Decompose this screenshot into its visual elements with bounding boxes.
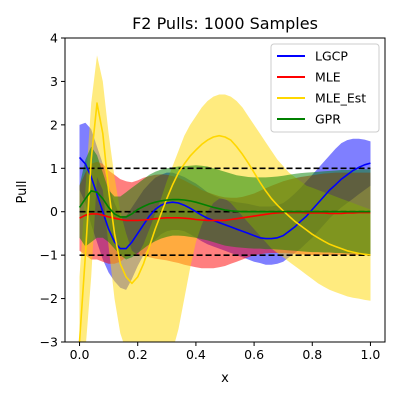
x-tick-label: 0.8 xyxy=(302,347,322,362)
legend-label-gpr: GPR xyxy=(315,112,341,127)
line-mle xyxy=(79,211,371,222)
y-axis: −3 −2 −1 0 1 2 3 4 xyxy=(40,31,65,350)
x-tick-label: 0.4 xyxy=(186,347,206,362)
plot-frame xyxy=(64,37,386,343)
x-tick-label: 0.2 xyxy=(128,347,148,362)
series-lines xyxy=(78,102,371,342)
legend: LGCP MLE MLE_Est GPR xyxy=(270,43,380,133)
legend-label-mle: MLE xyxy=(315,70,341,85)
y-tick-label: 4 xyxy=(50,31,58,46)
chart-title: F2 Pulls: 1000 Samples xyxy=(132,14,318,33)
x-axis-label: x xyxy=(221,371,229,386)
band-gpr xyxy=(79,146,371,260)
y-tick-label: 2 xyxy=(50,117,58,132)
y-tick-label: −3 xyxy=(40,335,58,350)
y-tick-label: 3 xyxy=(50,74,58,89)
legend-label-lgcp: LGCP xyxy=(315,49,348,64)
legend-box xyxy=(270,43,380,133)
x-axis: 0.0 0.2 0.4 0.6 0.8 1.0 xyxy=(70,342,381,362)
reference-lines xyxy=(79,167,371,256)
y-axis-label: Pull xyxy=(15,180,30,203)
x-tick-label: 1.0 xyxy=(361,347,381,362)
legend-label-mle-est: MLE_Est xyxy=(315,91,366,106)
line-gpr xyxy=(78,190,371,218)
line-mle-est xyxy=(78,102,371,342)
y-tick-label: −2 xyxy=(40,291,58,306)
y-tick-label: −1 xyxy=(40,248,58,263)
x-tick-label: 0.0 xyxy=(70,347,90,362)
y-tick-label: 0 xyxy=(50,204,58,219)
confidence-bands xyxy=(79,55,371,342)
x-tick-label: 0.6 xyxy=(244,347,264,362)
line-lgcp xyxy=(78,156,371,250)
y-tick-label: 1 xyxy=(50,161,58,176)
